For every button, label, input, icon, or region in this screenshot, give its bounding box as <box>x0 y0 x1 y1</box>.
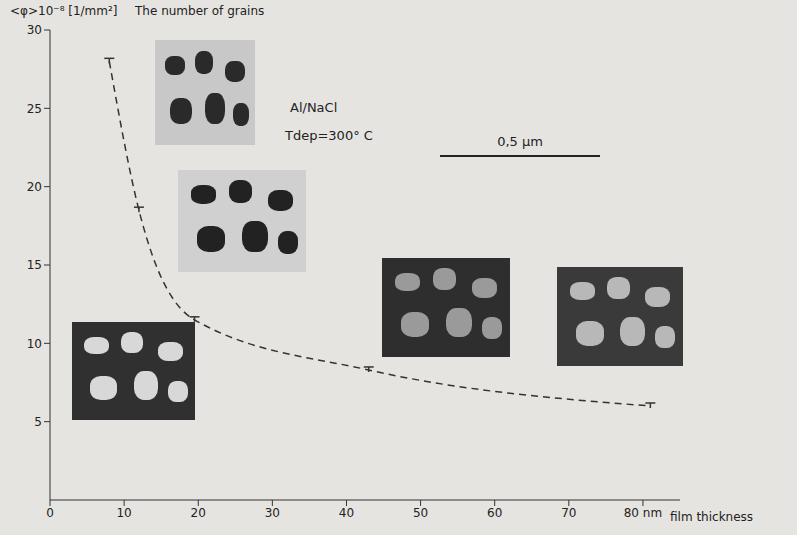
svg-text:5: 5 <box>34 415 42 429</box>
svg-text:50: 50 <box>413 506 428 520</box>
html-text:The number of grains: The number of grains <box>135 4 265 18</box>
svg-text:0: 0 <box>46 506 54 520</box>
html-text:Al/NaCl: Al/NaCl <box>290 100 338 115</box>
svg-text:30: 30 <box>27 23 42 37</box>
html-text:Tdep=300° C: Tdep=300° C <box>285 128 373 143</box>
svg-text:10: 10 <box>27 337 42 351</box>
svg-text:40: 40 <box>339 506 354 520</box>
svg-text:70: 70 <box>561 506 576 520</box>
svg-text:10: 10 <box>116 506 131 520</box>
html-text:<φ>10⁻⁸ [1/mm²]: <φ>10⁻⁸ [1/mm²] <box>10 4 118 18</box>
svg-text:15: 15 <box>27 258 42 272</box>
html-text:0,5 µm: 0,5 µm <box>497 134 543 149</box>
svg-text:20: 20 <box>27 180 42 194</box>
svg-text:25: 25 <box>27 102 42 116</box>
svg-text:80 nm: 80 nm <box>624 506 662 520</box>
svg-text:30: 30 <box>265 506 280 520</box>
svg-text:60: 60 <box>487 506 502 520</box>
html-text:film thickness: film thickness <box>670 510 754 524</box>
svg-text:20: 20 <box>191 506 206 520</box>
